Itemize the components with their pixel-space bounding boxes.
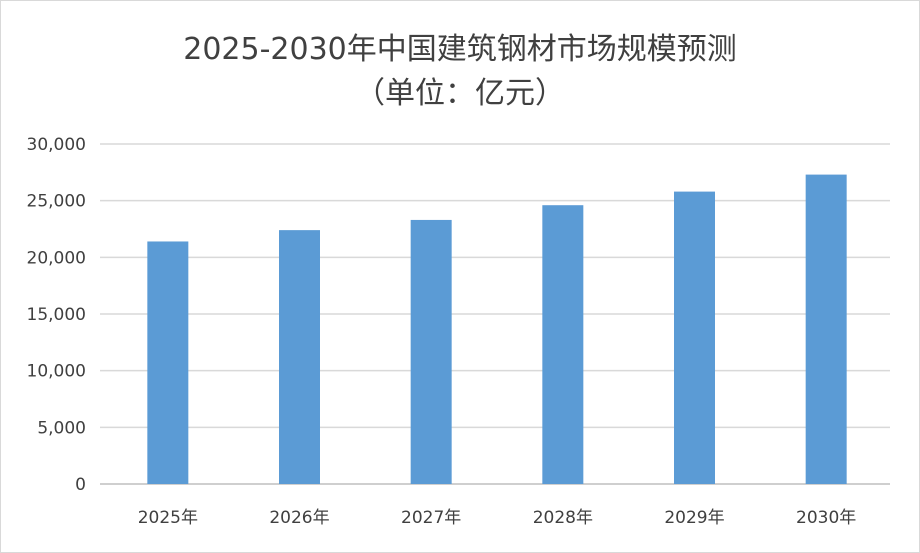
y-tick-label: 25,000 bbox=[27, 192, 86, 212]
y-tick-label: 30,000 bbox=[27, 135, 86, 155]
chart-subtitle: （单位：亿元） bbox=[355, 76, 565, 111]
y-tick-label: 20,000 bbox=[27, 248, 86, 268]
bar bbox=[410, 219, 452, 484]
y-tick-label: 0 bbox=[75, 475, 86, 495]
bar bbox=[542, 205, 584, 484]
x-tick-label: 2026年 bbox=[269, 508, 329, 528]
y-tick-label: 15,000 bbox=[27, 305, 86, 325]
x-tick-label: 2030年 bbox=[796, 508, 856, 528]
bar bbox=[805, 174, 847, 484]
x-tick-label: 2028年 bbox=[533, 508, 593, 528]
x-tick-label: 2029年 bbox=[664, 508, 724, 528]
x-tick-label: 2025年 bbox=[138, 508, 198, 528]
chart-title: 2025-2030年中国建筑钢材市场规模预测 bbox=[183, 32, 737, 67]
bar bbox=[674, 191, 715, 484]
bar bbox=[147, 241, 189, 484]
x-tick-label: 2027年 bbox=[401, 508, 461, 528]
bar bbox=[279, 230, 320, 484]
y-tick-label: 5,000 bbox=[37, 418, 86, 438]
y-tick-label: 10,000 bbox=[27, 362, 86, 382]
